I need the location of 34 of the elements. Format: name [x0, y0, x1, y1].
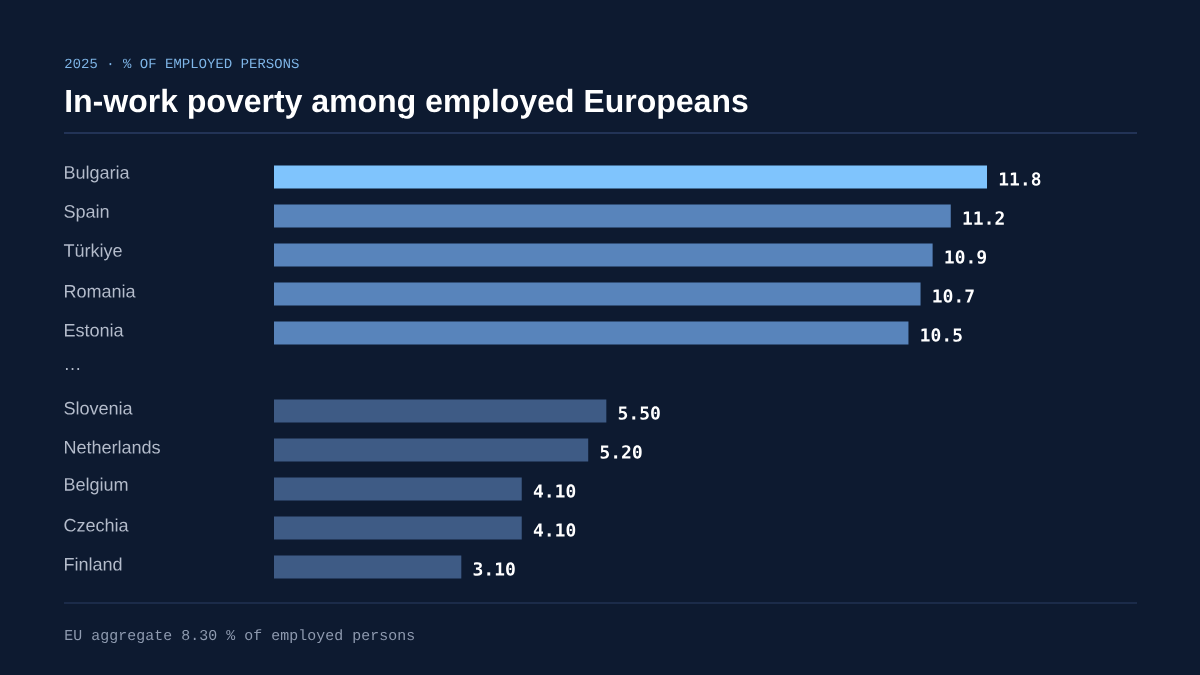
bar — [274, 165, 988, 189]
text: EU aggregate 8.30 % of employed persons — [65, 629, 414, 644]
chart-subtitle: 2025 · % OF EMPLOYED PERSONS — [65, 58, 299, 69]
y-tick-label: Belgium — [65, 477, 128, 495]
y-tick-label: Czechia — [64, 518, 129, 532]
data-label: 11.8 — [999, 172, 1041, 186]
data-label: 4.10 — [533, 523, 576, 537]
y-tick-label: Bulgaria — [65, 165, 130, 183]
data-label: 4.10 — [533, 484, 576, 498]
bar — [274, 399, 607, 423]
bar — [274, 282, 921, 306]
y-tick-label: Estonia — [65, 323, 124, 337]
bar — [274, 438, 589, 462]
data-label: 10.5 — [921, 328, 962, 342]
y-tick-label: Slovenia — [64, 401, 133, 415]
data-label: 3.10 — [473, 562, 515, 576]
bar — [274, 477, 522, 501]
bar — [274, 555, 462, 579]
data-label: 11.2 — [963, 211, 1004, 225]
y-tick-label: Finland — [65, 557, 122, 571]
y-tick-label: Türkiye — [63, 243, 122, 261]
y-tick-label: Netherlands — [65, 440, 160, 454]
y-tick-label: Spain — [64, 204, 109, 222]
data-label: 5.20 — [600, 445, 642, 459]
bar — [274, 516, 522, 540]
data-label: 5.50 — [618, 406, 660, 420]
y-tick-label: Romania — [65, 284, 136, 298]
data-label: 10.9 — [945, 250, 987, 264]
bar — [274, 243, 933, 267]
bar — [274, 321, 909, 345]
y-tick-label: … — [65, 368, 80, 370]
bar — [274, 204, 951, 228]
chart-title: In-work poverty among employed Europeans — [66, 88, 748, 119]
data-label: 10.7 — [933, 289, 974, 303]
